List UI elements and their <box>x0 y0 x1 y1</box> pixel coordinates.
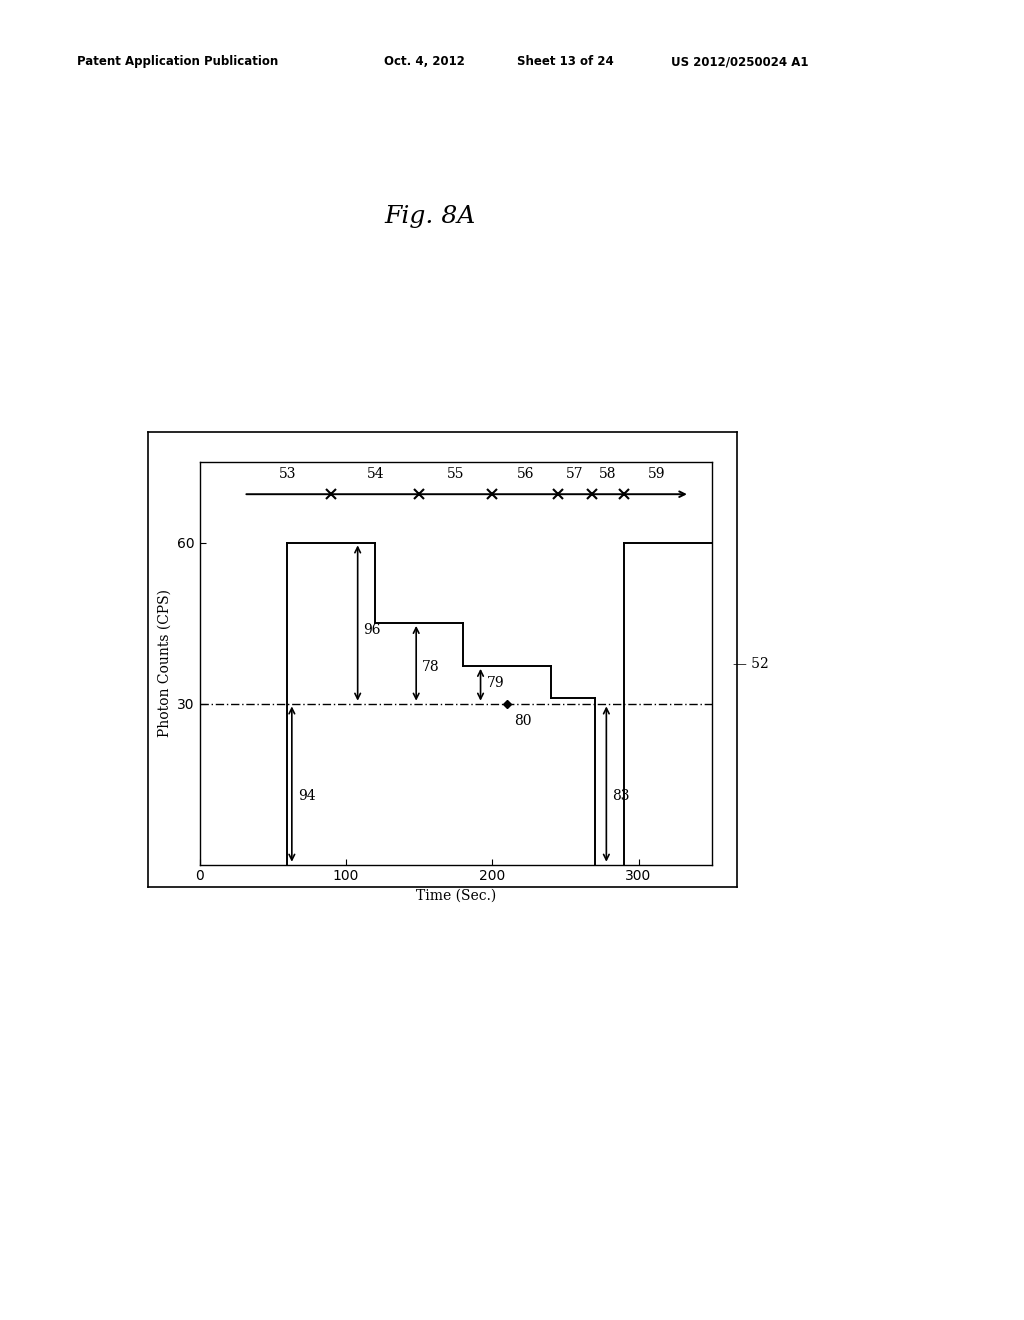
Y-axis label: Photon Counts (CPS): Photon Counts (CPS) <box>158 589 172 738</box>
Text: US 2012/0250024 A1: US 2012/0250024 A1 <box>671 55 808 69</box>
Text: Sheet 13 of 24: Sheet 13 of 24 <box>517 55 613 69</box>
Text: 80: 80 <box>514 714 531 729</box>
Text: 83: 83 <box>612 789 630 803</box>
Text: 53: 53 <box>279 467 296 480</box>
Text: 78: 78 <box>422 660 439 675</box>
X-axis label: Time (Sec.): Time (Sec.) <box>416 888 496 903</box>
Text: Oct. 4, 2012: Oct. 4, 2012 <box>384 55 465 69</box>
Text: 57: 57 <box>566 467 584 480</box>
Text: 94: 94 <box>298 789 315 803</box>
Text: 56: 56 <box>516 467 534 480</box>
Text: 79: 79 <box>486 676 504 690</box>
Text: 55: 55 <box>446 467 465 480</box>
Text: 58: 58 <box>599 467 616 480</box>
Text: 54: 54 <box>367 467 384 480</box>
Text: Fig. 8A: Fig. 8A <box>384 205 476 227</box>
Text: 59: 59 <box>648 467 666 480</box>
Text: Patent Application Publication: Patent Application Publication <box>77 55 279 69</box>
Text: — 52: — 52 <box>733 657 769 671</box>
Text: 96: 96 <box>364 623 381 636</box>
